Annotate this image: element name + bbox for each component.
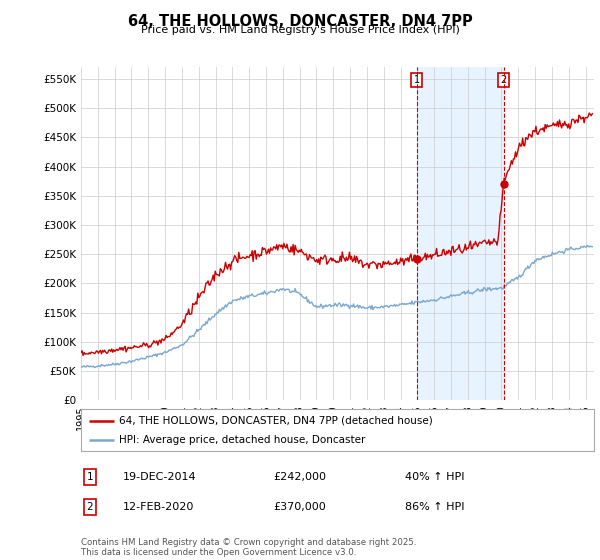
Text: 86% ↑ HPI: 86% ↑ HPI: [405, 502, 464, 512]
Text: 1: 1: [413, 75, 420, 85]
Text: HPI: Average price, detached house, Doncaster: HPI: Average price, detached house, Donc…: [119, 435, 366, 445]
Text: Price paid vs. HM Land Registry's House Price Index (HPI): Price paid vs. HM Land Registry's House …: [140, 25, 460, 35]
Text: 40% ↑ HPI: 40% ↑ HPI: [405, 472, 464, 482]
Text: 2: 2: [500, 75, 506, 85]
Text: £242,000: £242,000: [273, 472, 326, 482]
Text: 64, THE HOLLOWS, DONCASTER, DN4 7PP (detached house): 64, THE HOLLOWS, DONCASTER, DN4 7PP (det…: [119, 416, 433, 426]
Text: 64, THE HOLLOWS, DONCASTER, DN4 7PP: 64, THE HOLLOWS, DONCASTER, DN4 7PP: [128, 14, 472, 29]
Text: 1: 1: [86, 472, 94, 482]
Text: 12-FEB-2020: 12-FEB-2020: [123, 502, 194, 512]
Text: 19-DEC-2014: 19-DEC-2014: [123, 472, 197, 482]
Text: 2: 2: [86, 502, 94, 512]
Bar: [417, 67, 503, 400]
Text: Contains HM Land Registry data © Crown copyright and database right 2025.
This d: Contains HM Land Registry data © Crown c…: [81, 538, 416, 557]
Text: £370,000: £370,000: [273, 502, 326, 512]
